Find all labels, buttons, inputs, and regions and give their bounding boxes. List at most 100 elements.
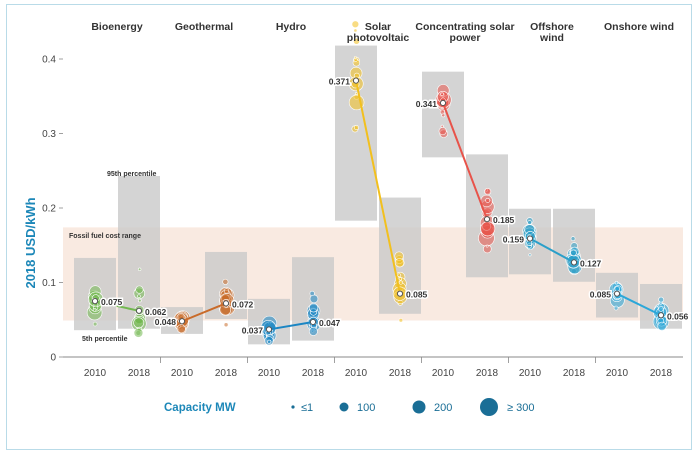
project-dot bbox=[398, 280, 403, 285]
project-dot bbox=[658, 306, 664, 312]
average-marker bbox=[352, 77, 360, 84]
project-dot bbox=[485, 244, 489, 248]
chart-frame: 0 0.1 0.2 0.3 0.4 Bioenergy 2010 2018 0.075 0.06… bbox=[6, 4, 692, 450]
trend-line-0 bbox=[94, 300, 140, 312]
project-dot bbox=[353, 28, 358, 33]
average-marker bbox=[657, 312, 665, 319]
average-marker bbox=[526, 235, 534, 242]
value-label-1-2010: 0.048 bbox=[155, 317, 177, 327]
project-dot bbox=[309, 327, 318, 336]
project-dot bbox=[485, 197, 491, 203]
project-dot bbox=[137, 267, 142, 271]
project-dot bbox=[176, 324, 186, 334]
project-dot bbox=[527, 220, 532, 225]
project-dot bbox=[438, 127, 447, 136]
project-dot bbox=[439, 109, 445, 115]
tech-header-3: Solar photovoltaic bbox=[347, 21, 410, 44]
value-label-5-2018: 0.127 bbox=[580, 258, 602, 268]
project-dot bbox=[309, 290, 315, 296]
trend-line-3 bbox=[355, 80, 401, 294]
percentile-95-label: 95th percentile bbox=[107, 171, 157, 178]
value-label-0-2010: 0.075 bbox=[101, 297, 123, 307]
x-tick-label: 2018 bbox=[563, 368, 586, 379]
project-dot bbox=[613, 305, 619, 311]
project-dot bbox=[309, 294, 319, 304]
project-dot bbox=[484, 188, 492, 196]
legend-title: Capacity MW bbox=[164, 402, 236, 414]
y-tick-label: 0.3 bbox=[42, 129, 56, 140]
tech-header-0: Bioenergy bbox=[91, 21, 143, 33]
project-dot bbox=[398, 277, 403, 281]
x-tick-label: 2018 bbox=[302, 368, 325, 379]
tech-header-6: Onshore wind bbox=[604, 21, 674, 33]
project-dot bbox=[222, 278, 229, 285]
average-marker bbox=[222, 300, 230, 307]
value-label-2-2010: 0.037 bbox=[242, 325, 264, 335]
legend-label-200: 200 bbox=[434, 402, 452, 414]
y-tick-label: 0.1 bbox=[42, 278, 56, 289]
project-dot bbox=[138, 298, 142, 303]
project-dot bbox=[657, 321, 667, 331]
value-label-6-2018: 0.056 bbox=[667, 311, 689, 321]
trend-lines-layer bbox=[91, 77, 665, 333]
average-marker bbox=[613, 290, 621, 297]
trend-line-4 bbox=[442, 102, 488, 220]
tech-header-4: Concentrating solar power bbox=[415, 21, 514, 44]
percentile-box-0-2018 bbox=[118, 175, 160, 329]
average-marker bbox=[91, 298, 99, 305]
legend-dot-200 bbox=[412, 400, 426, 414]
value-label-5-2010: 0.159 bbox=[503, 235, 525, 245]
value-label-4-2018: 0.185 bbox=[493, 215, 515, 225]
x-tick-label: 2018 bbox=[476, 368, 499, 379]
project-dot bbox=[394, 258, 405, 268]
tech-header-5: Offshore wind bbox=[530, 21, 574, 44]
project-dot bbox=[570, 236, 576, 242]
tech-header-1: Geothermal bbox=[175, 21, 233, 33]
project-dot bbox=[570, 249, 577, 257]
x-tick-label: 2010 bbox=[519, 368, 542, 379]
percentile-5-label: 5th percentile bbox=[82, 336, 128, 343]
project-dot bbox=[353, 56, 357, 59]
project-dot bbox=[658, 296, 664, 303]
project-dot bbox=[614, 286, 620, 292]
value-label-2-2018: 0.047 bbox=[319, 318, 341, 328]
project-dot bbox=[223, 322, 229, 328]
average-marker bbox=[483, 216, 491, 223]
value-label-0-2018: 0.062 bbox=[145, 307, 167, 317]
legend-dot-1 bbox=[291, 405, 295, 409]
value-label-6-2010: 0.085 bbox=[590, 290, 612, 300]
project-dot bbox=[353, 72, 360, 79]
project-dot bbox=[614, 281, 619, 285]
x-tick-label: 2018 bbox=[650, 368, 673, 379]
project-dot bbox=[397, 273, 402, 278]
legend-label-100: 100 bbox=[357, 402, 375, 414]
x-tick-label: 2018 bbox=[128, 368, 151, 379]
project-dot bbox=[353, 125, 359, 130]
project-dot bbox=[133, 317, 145, 329]
project-dot bbox=[398, 318, 404, 323]
legend-label-300: ≥ 300 bbox=[507, 402, 534, 414]
x-tick-label: 2010 bbox=[171, 368, 194, 379]
x-tick-label: 2010 bbox=[432, 368, 455, 379]
average-marker bbox=[135, 307, 143, 314]
project-dot bbox=[137, 294, 141, 299]
axes-layer: 0 0.1 0.2 0.3 0.4 bbox=[42, 55, 683, 364]
y-tick-label: 0.2 bbox=[42, 204, 56, 215]
y-axis-label: 2018 USD/kWh bbox=[23, 197, 38, 288]
project-dot bbox=[355, 92, 358, 95]
average-marker bbox=[396, 290, 404, 297]
legend-dot-100 bbox=[339, 402, 349, 412]
x-tick-label: 2010 bbox=[345, 368, 368, 379]
project-dot bbox=[267, 339, 272, 344]
legend-label-1: ≤1 bbox=[301, 402, 313, 414]
average-marker bbox=[439, 99, 447, 107]
project-dot bbox=[440, 92, 444, 97]
trend-line-5 bbox=[529, 237, 575, 264]
value-label-3-2018: 0.085 bbox=[406, 290, 428, 300]
lcoe-chart: 0 0.1 0.2 0.3 0.4 Bioenergy 2010 2018 0.075 0.06… bbox=[23, 20, 690, 416]
project-dot bbox=[308, 303, 319, 313]
average-marker bbox=[309, 318, 317, 326]
project-dot bbox=[528, 253, 532, 257]
x-tick-label: 2010 bbox=[84, 368, 107, 379]
trend-line-2 bbox=[268, 320, 314, 331]
